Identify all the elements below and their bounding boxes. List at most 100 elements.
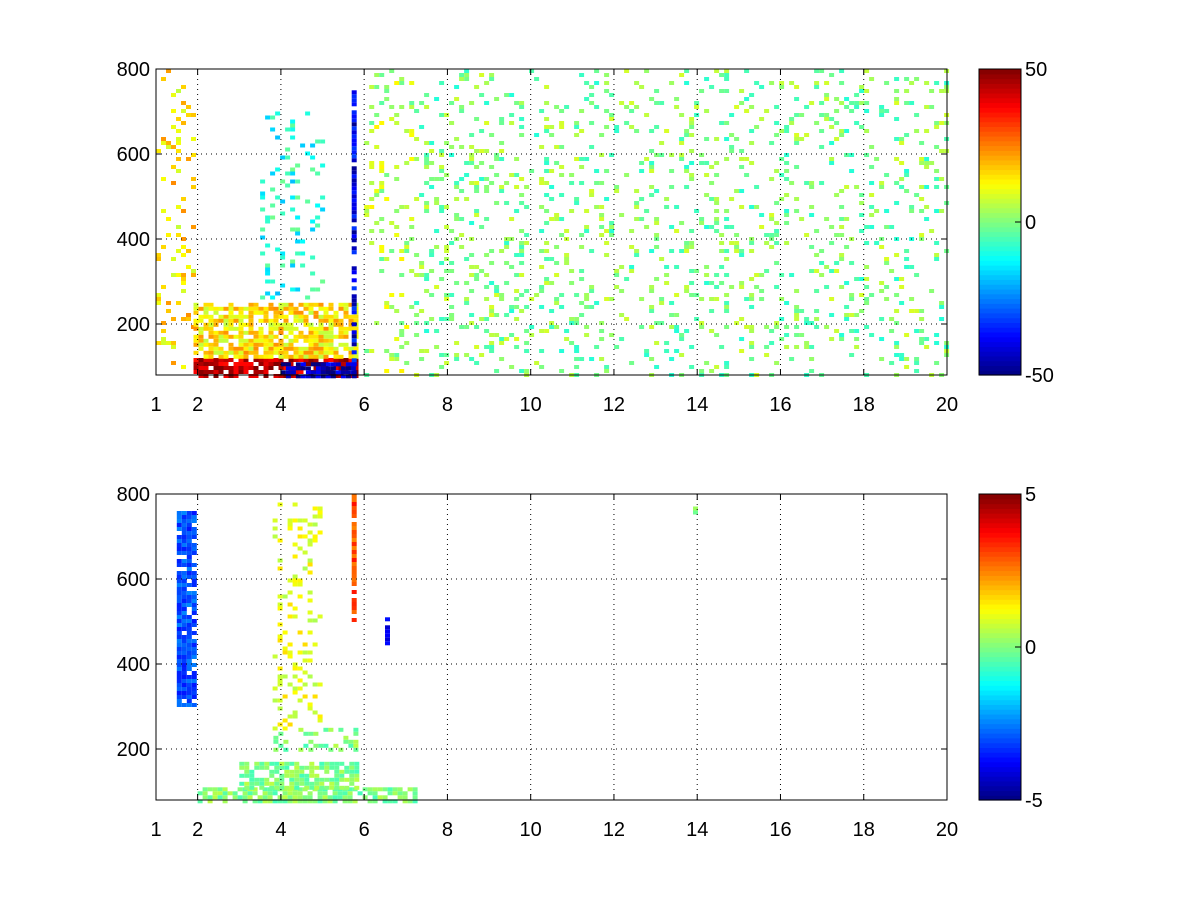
heatmap-cell bbox=[709, 165, 715, 169]
heatmap-cell bbox=[519, 249, 525, 253]
heatmap-cell bbox=[171, 345, 176, 349]
heatmap-cell bbox=[263, 342, 269, 347]
heatmap-cell bbox=[181, 671, 187, 675]
heatmap-cell bbox=[709, 197, 715, 201]
heatmap-cell bbox=[280, 199, 286, 204]
heatmap-cell bbox=[181, 245, 186, 249]
x-tick-label: 10 bbox=[520, 394, 542, 416]
heatmap-cell bbox=[228, 306, 234, 311]
heatmap-cell bbox=[649, 185, 655, 189]
heatmap-cell bbox=[191, 547, 197, 551]
heatmap-cell bbox=[274, 781, 280, 786]
heatmap-cell bbox=[464, 197, 470, 201]
heatmap-cell bbox=[351, 234, 357, 239]
heatmap-cell bbox=[559, 193, 565, 197]
heatmap-cell bbox=[268, 346, 274, 351]
heatmap-cell bbox=[181, 523, 187, 527]
heatmap-cell bbox=[275, 195, 281, 200]
heatmap-cell bbox=[253, 350, 259, 355]
heatmap-cell bbox=[181, 539, 187, 543]
heatmap-cell bbox=[260, 227, 266, 232]
heatmap-cell bbox=[379, 189, 385, 193]
heatmap-cell bbox=[323, 350, 329, 355]
heatmap-cell bbox=[285, 366, 291, 371]
heatmap-cell bbox=[294, 781, 300, 786]
heatmap-cell bbox=[260, 191, 266, 196]
heatmap-cell bbox=[267, 795, 273, 800]
heatmap-cell bbox=[759, 117, 765, 121]
heatmap-cell bbox=[343, 310, 349, 315]
heatmap-cell bbox=[260, 235, 266, 240]
heatmap-cell bbox=[328, 314, 334, 319]
colorbar-step bbox=[979, 670, 1021, 677]
heatmap-cell bbox=[894, 137, 900, 141]
heatmap-cell bbox=[629, 125, 635, 129]
heatmap-cell bbox=[299, 773, 305, 778]
colorbar-step bbox=[979, 140, 1021, 147]
heatmap-cell bbox=[774, 121, 780, 125]
heatmap-cell bbox=[392, 791, 398, 796]
x-tick-label: 14 bbox=[686, 819, 708, 841]
heatmap-cell bbox=[754, 285, 760, 289]
heatmap-cell bbox=[499, 293, 505, 297]
heatmap-cell bbox=[544, 329, 550, 333]
heatmap-cell bbox=[351, 598, 357, 602]
heatmap-cell bbox=[909, 101, 915, 105]
heatmap-cell bbox=[859, 309, 865, 313]
heatmap-cell bbox=[265, 267, 271, 272]
heatmap-cell bbox=[689, 133, 695, 137]
heatmap-cell bbox=[739, 281, 745, 285]
heatmap-cell bbox=[459, 177, 465, 181]
heatmap-cell bbox=[191, 679, 197, 683]
heatmap-cell bbox=[464, 69, 470, 73]
heatmap-cell bbox=[419, 261, 425, 265]
heatmap-cell bbox=[594, 105, 600, 109]
heatmap-cell bbox=[804, 317, 810, 321]
heatmap-cell bbox=[193, 326, 199, 331]
heatmap-cell bbox=[584, 81, 590, 85]
heatmap-cell bbox=[829, 241, 835, 245]
heatmap-cell bbox=[333, 322, 339, 327]
colorbar-step bbox=[979, 632, 1021, 639]
heatmap-cell bbox=[424, 181, 430, 185]
heatmap-cell bbox=[734, 321, 740, 325]
heatmap-cell bbox=[479, 225, 485, 229]
heatmap-cell bbox=[424, 201, 430, 205]
heatmap-cell bbox=[369, 241, 375, 245]
heatmap-cell bbox=[599, 217, 605, 221]
heatmap-cell bbox=[287, 602, 293, 607]
heatmap-cell bbox=[524, 185, 530, 189]
heatmap-cell bbox=[283, 326, 289, 331]
heatmap-cell bbox=[203, 358, 209, 362]
heatmap-cell bbox=[574, 201, 580, 205]
heatmap-cell bbox=[284, 785, 290, 790]
heatmap-cell bbox=[253, 334, 259, 339]
heatmap-cell bbox=[689, 149, 695, 153]
heatmap-cell bbox=[549, 217, 555, 221]
heatmap-cell bbox=[379, 185, 385, 189]
heatmap-cell bbox=[330, 362, 336, 367]
heatmap-cell bbox=[237, 787, 243, 792]
heatmap-cell bbox=[604, 297, 610, 301]
heatmap-cell bbox=[186, 567, 192, 571]
heatmap-cell bbox=[609, 229, 615, 233]
heatmap-cell bbox=[469, 273, 475, 277]
heatmap-cell bbox=[704, 265, 710, 269]
heatmap-cell bbox=[223, 334, 229, 339]
heatmap-cell bbox=[784, 213, 790, 217]
heatmap-cell bbox=[176, 655, 182, 659]
heatmap-cell bbox=[384, 305, 390, 309]
heatmap-cell bbox=[351, 166, 357, 171]
heatmap-cell bbox=[699, 369, 705, 373]
heatmap-cell bbox=[544, 249, 550, 253]
heatmap-cell bbox=[191, 647, 197, 651]
heatmap-cell bbox=[464, 281, 470, 285]
heatmap-cell bbox=[312, 694, 318, 699]
heatmap-cell bbox=[243, 354, 249, 359]
colorbar-step bbox=[979, 69, 1021, 75]
heatmap-cell bbox=[419, 125, 425, 129]
colorbar-step bbox=[979, 327, 1021, 333]
heatmap-cell bbox=[268, 322, 274, 327]
heatmap-cell bbox=[191, 607, 197, 611]
